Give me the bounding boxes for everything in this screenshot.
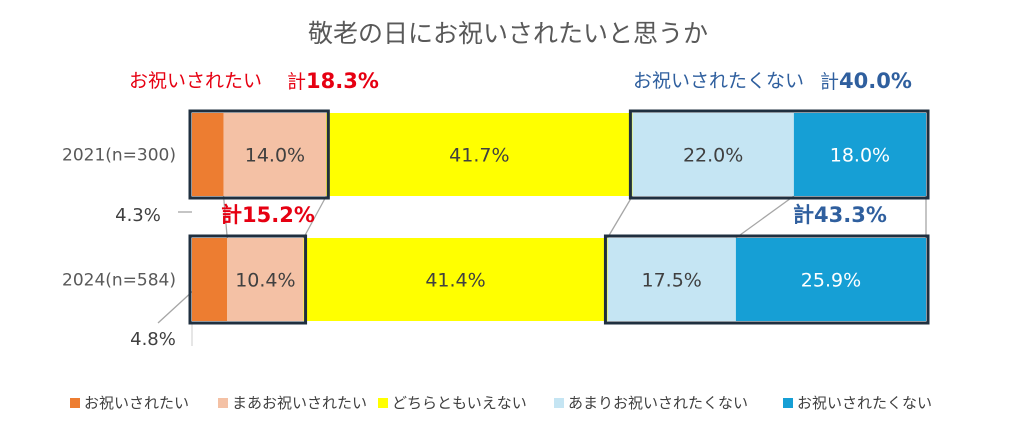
notwant-2024-total: 計43.3%	[793, 203, 887, 227]
connector-line-1	[222, 195, 228, 239]
legend-label-2: まあお祝いされたい	[232, 394, 367, 412]
legend-swatch-1	[70, 398, 80, 408]
legend-label-4: あまりお祝いされたくない	[568, 394, 748, 412]
legend-swatch-5	[783, 398, 793, 408]
data-label-3-2021: 41.7%	[449, 145, 509, 167]
data-label-2-2021: 14.0%	[245, 145, 305, 167]
legend-label-5: お祝いされたくない	[797, 394, 932, 412]
chart-title: 敬老の日にお祝いされたいと思うか	[308, 19, 708, 48]
bar-segment-1-2021	[192, 113, 224, 196]
bar-segment-1-2024	[192, 238, 228, 321]
want-group-box-0	[188, 109, 330, 200]
notwant-group-label: お祝いされたくない	[633, 70, 804, 92]
legend-swatch-2	[218, 398, 228, 408]
data-label-3-2024: 41.4%	[425, 270, 485, 292]
annotations: お祝いされたい 計18.3% 計15.2% お祝いされたくない 計40.0% 計…	[129, 69, 912, 227]
data-label-2-2024: 10.4%	[235, 270, 295, 292]
legend-label-3: どちらともいえない	[392, 394, 527, 412]
bar-segment-3-2021	[326, 113, 633, 196]
bar-segment-5-2024	[735, 238, 926, 321]
want-2021-total-prefix: 計	[287, 71, 306, 93]
leader-line-2024	[157, 289, 195, 324]
connector-line-2	[302, 195, 327, 239]
bar-segment-5-2021	[793, 113, 926, 196]
want-2024-total: 計15.2%	[221, 203, 315, 227]
data-label-5-2021: 18.0%	[830, 145, 890, 167]
group-boxes	[188, 109, 930, 325]
want-2021-total-value: 18.3%	[306, 69, 379, 93]
want-group-box-1	[188, 234, 308, 325]
legend-label-1: お祝いされたい	[84, 394, 189, 412]
category-label-2021: 2021(n=300)	[62, 146, 176, 166]
notwant-2021-total-value: 40.0%	[839, 69, 912, 93]
category-labels: 2021(n=300) 2024(n=584)	[62, 146, 176, 291]
notwant-2021-total: 計40.0%	[820, 69, 912, 93]
notwant-group-box-0	[628, 109, 930, 200]
bar-segment-2-2021	[223, 113, 327, 196]
category-label-2024: 2024(n=584)	[62, 271, 176, 291]
bar-segment-4-2024	[607, 238, 736, 321]
bar-segment-2-2024	[227, 238, 304, 321]
data-label-4-2024: 17.5%	[641, 270, 701, 292]
notwant-group-box-1	[603, 234, 930, 325]
want-group-label: お祝いされたい	[129, 70, 262, 92]
data-label-4-2021: 22.0%	[683, 145, 743, 167]
legend-swatch-3	[378, 398, 388, 408]
want-2021-total: 計18.3%	[287, 69, 379, 93]
data-label-1-2021: 4.3%	[115, 205, 161, 226]
connector-line-3	[606, 195, 633, 239]
bar-segments	[192, 113, 926, 321]
legend: お祝いされたい まあお祝いされたい どちらともいえない あまりお祝いされたくない お祝い…	[70, 394, 932, 412]
connector-lines	[157, 195, 927, 346]
data-label-1-2024: 4.8%	[130, 329, 176, 350]
data-label-5-2024: 25.9%	[801, 270, 861, 292]
notwant-2021-total-prefix: 計	[820, 71, 839, 93]
connector-line-4	[735, 195, 795, 239]
bar-segment-3-2024	[303, 238, 608, 321]
segment-labels: 4.3% 14.0% 41.7% 22.0% 18.0% 4.8% 10.4% 41.4% 17…	[115, 145, 890, 351]
legend-swatch-4	[554, 398, 564, 408]
bar-segment-4-2021	[632, 113, 794, 196]
